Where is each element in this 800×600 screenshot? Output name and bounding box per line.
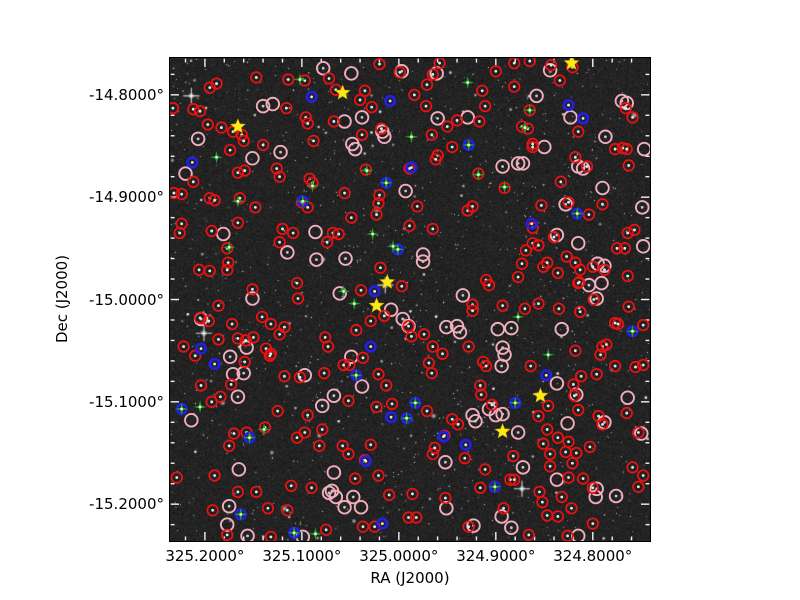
y-tick-label: -15.1000° [76, 393, 164, 411]
x-tick-label: 324.8000° [545, 547, 641, 565]
figure-root: 325.2000° 325.1000° 325.0000° 324.9000° 324.… [0, 0, 800, 600]
y-axis-title: Dec (J2000) [53, 255, 71, 343]
x-tick-label: 325.2000° [157, 547, 253, 565]
sky-plot [170, 58, 650, 541]
markers-overlay-svg [170, 58, 650, 541]
y-tick-label: -14.9000° [76, 188, 164, 206]
x-tick-label: 325.1000° [254, 547, 350, 565]
x-axis-title: RA (J2000) [170, 569, 650, 587]
y-tick-label: -14.8000° [76, 86, 164, 104]
y-tick-label: -15.2000° [76, 495, 164, 513]
x-tick-label: 325.0000° [351, 547, 447, 565]
y-tick-label: -15.0000° [76, 291, 164, 309]
x-tick-label: 324.9000° [448, 547, 544, 565]
